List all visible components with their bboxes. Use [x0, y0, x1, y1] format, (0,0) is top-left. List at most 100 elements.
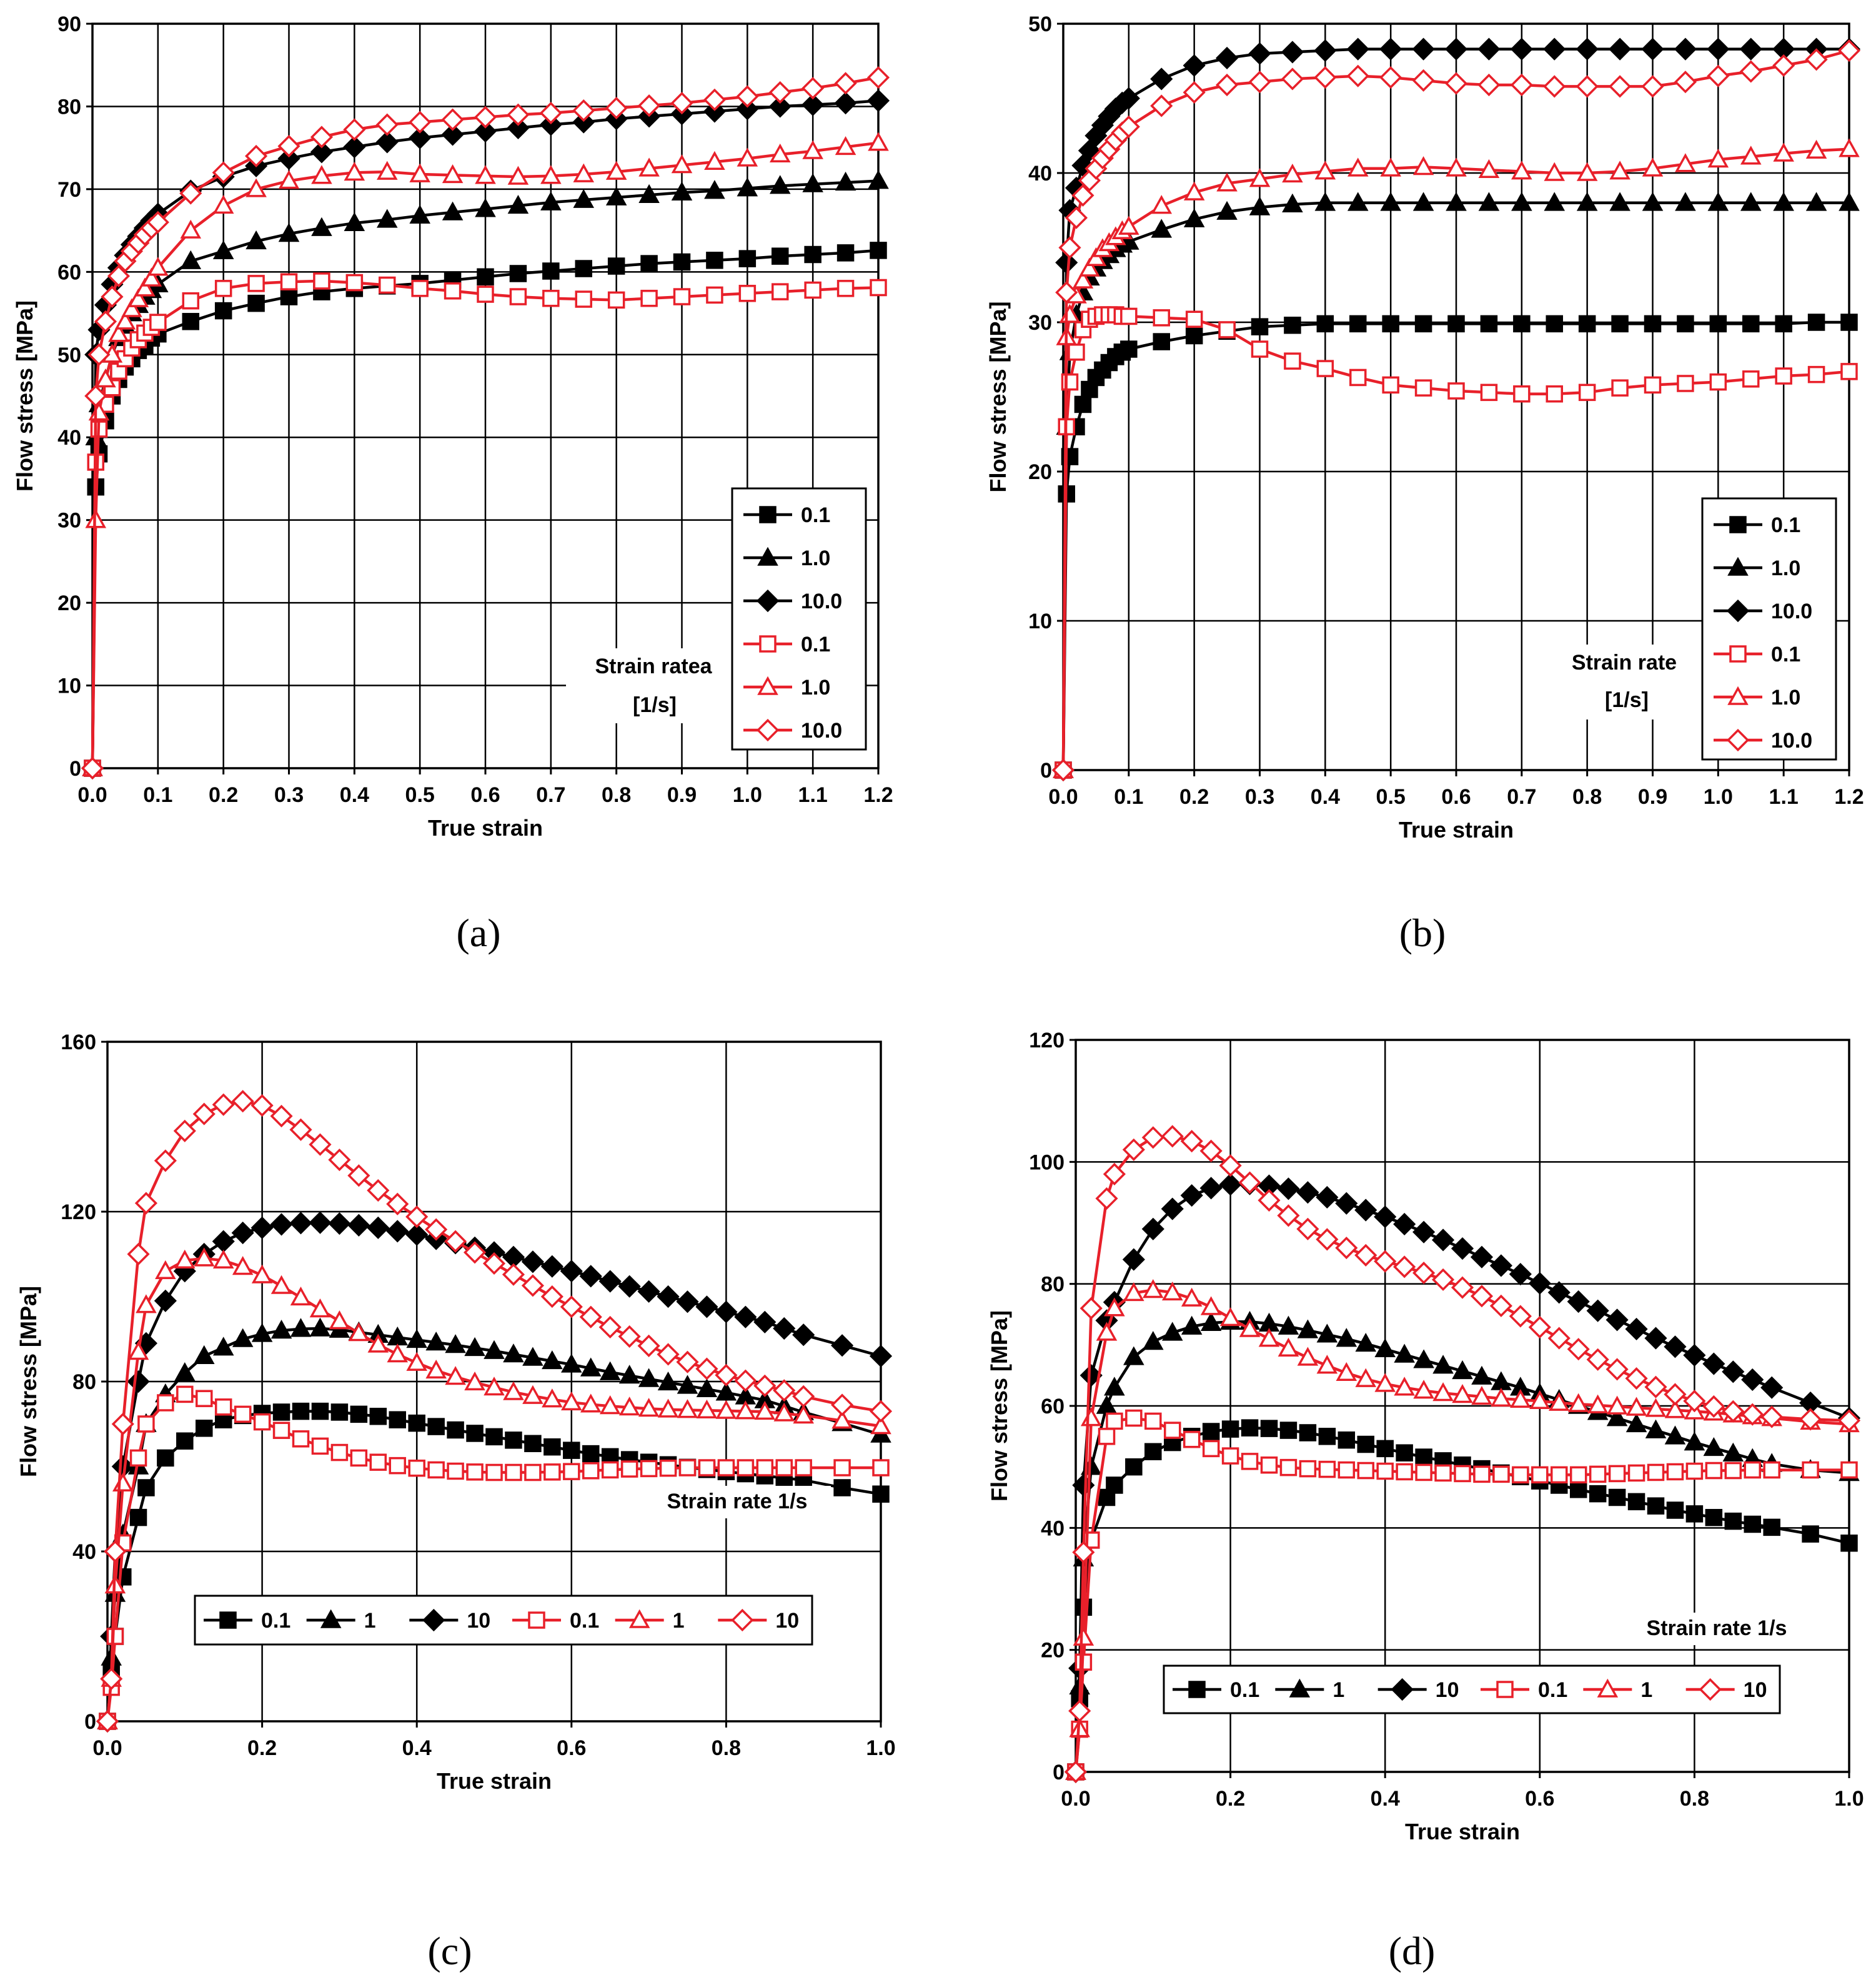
- data-point: [1200, 1312, 1222, 1331]
- data-point: [447, 1421, 464, 1439]
- data-point: [1722, 1360, 1745, 1383]
- legend-marker: [320, 1609, 342, 1628]
- data-point: [1675, 153, 1696, 172]
- legend-box: [1163, 1664, 1781, 1714]
- x-tick-label: 0.1: [1114, 785, 1143, 809]
- legend-marker: [757, 546, 778, 566]
- data-point: [1707, 64, 1730, 87]
- data-point: [521, 1250, 544, 1273]
- data-point: [1802, 1525, 1819, 1543]
- strain-rate-annotation: Strain rate [1/s]: [1537, 645, 1712, 720]
- data-point: [1314, 192, 1336, 211]
- data-point: [246, 230, 267, 250]
- data-point: [1705, 1461, 1723, 1480]
- data-point: [367, 1216, 390, 1239]
- data-point: [792, 1323, 815, 1347]
- data-point: [251, 1216, 274, 1239]
- data-point: [1608, 1488, 1626, 1506]
- data-point: [657, 1371, 679, 1391]
- data-point: [1685, 1462, 1704, 1480]
- data-point: [540, 1285, 563, 1308]
- data-point: [1221, 1420, 1239, 1438]
- data-point: [507, 103, 530, 126]
- x-tick-label: 0.5: [405, 783, 435, 807]
- data-point: [834, 72, 857, 95]
- y-tick-label: 30: [57, 509, 81, 533]
- legend-marker: [756, 718, 780, 742]
- data-point: [445, 1366, 466, 1385]
- data-point: [1314, 161, 1336, 180]
- x-tick-label: 0.0: [77, 783, 107, 807]
- data-point: [1183, 181, 1205, 200]
- legend-marker: [1699, 1678, 1722, 1701]
- data-point: [1739, 37, 1762, 61]
- annotation-line-1: Strain rate 1/s: [1647, 1616, 1787, 1640]
- data-point: [484, 1377, 505, 1396]
- data-point: [1258, 1189, 1281, 1212]
- data-point: [1164, 1422, 1181, 1439]
- data-point: [1511, 192, 1532, 211]
- data-point: [503, 1381, 524, 1400]
- data-point: [328, 1148, 351, 1172]
- x-tick-label: 0.3: [1245, 785, 1274, 809]
- data-point: [754, 1400, 776, 1420]
- data-point: [1431, 1268, 1455, 1291]
- data-point: [1644, 315, 1662, 333]
- data-point: [310, 126, 333, 149]
- data-point: [1703, 1437, 1725, 1456]
- x-axis-label: True strain: [428, 815, 543, 841]
- data-point: [507, 116, 530, 139]
- data-point: [182, 313, 199, 330]
- data-point: [1644, 1375, 1667, 1398]
- x-tick-label: 1.0: [733, 783, 762, 807]
- data-point: [601, 1461, 619, 1479]
- data-point: [1567, 1393, 1589, 1412]
- data-point: [136, 1294, 157, 1313]
- legend-label: 10.0: [1771, 729, 1812, 753]
- data-point: [1355, 1368, 1377, 1387]
- data-point: [521, 1274, 544, 1297]
- y-tick-label: 0: [1053, 1761, 1065, 1784]
- series-red-square: [1067, 1409, 1858, 1781]
- data-point: [147, 257, 169, 276]
- data-point: [563, 1442, 580, 1459]
- legend-label: 10: [775, 1609, 799, 1633]
- data-point: [155, 1260, 176, 1279]
- data-point: [768, 81, 792, 104]
- data-point: [409, 111, 432, 134]
- data-point: [677, 1399, 698, 1418]
- data-point: [1144, 1412, 1162, 1430]
- data-point: [1513, 385, 1531, 403]
- data-point: [696, 1399, 718, 1419]
- data-point: [1219, 1307, 1241, 1327]
- data-point: [563, 1463, 580, 1480]
- legend: 0.1 1 10 0.1 1 10: [194, 1595, 813, 1646]
- data-point: [1282, 193, 1303, 212]
- data-point: [768, 95, 792, 118]
- data-point: [1336, 1328, 1357, 1347]
- data-point: [753, 1374, 777, 1397]
- data-point: [1510, 73, 1533, 97]
- data-point: [441, 108, 464, 131]
- data-point: [1543, 37, 1566, 61]
- data-point: [1161, 1281, 1183, 1301]
- data-point: [1335, 1192, 1358, 1215]
- data-point: [1772, 54, 1795, 77]
- data-point: [1123, 1282, 1144, 1302]
- data-point: [1260, 1456, 1278, 1474]
- data-point: [772, 247, 789, 265]
- data-point: [127, 288, 149, 307]
- data-point: [1180, 1184, 1203, 1207]
- data-point: [1374, 1338, 1396, 1357]
- series-red-diamond: [96, 1090, 893, 1733]
- data-point: [1122, 1138, 1145, 1161]
- data-point: [1412, 69, 1435, 92]
- data-point: [81, 756, 104, 780]
- data-point: [247, 275, 265, 292]
- data-point: [1277, 1204, 1300, 1227]
- data-point: [179, 182, 202, 205]
- data-point: [1510, 1388, 1531, 1408]
- data-point: [769, 143, 791, 163]
- data-point: [212, 161, 235, 184]
- legend-marker: [1727, 686, 1749, 705]
